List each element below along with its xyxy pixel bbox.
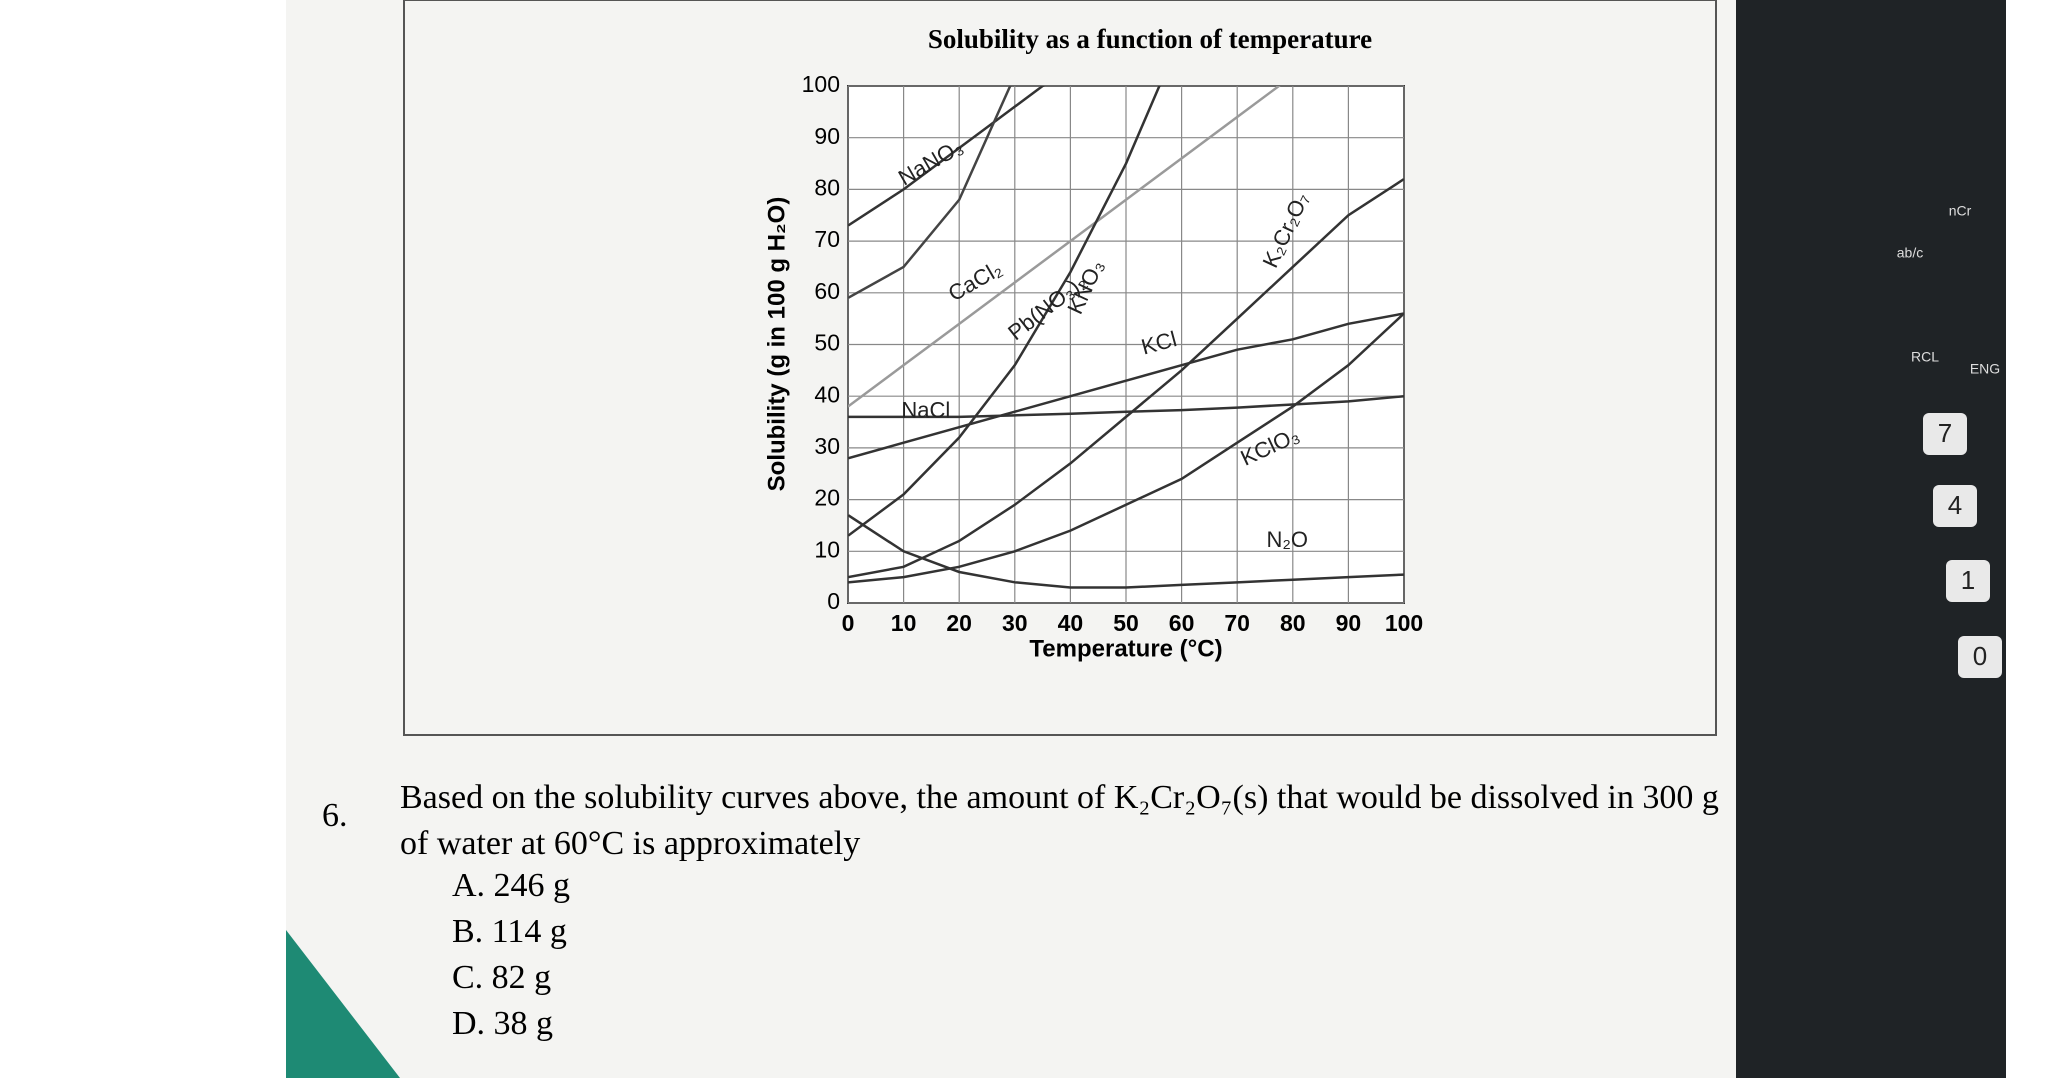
curve-label: N₂O xyxy=(1266,527,1308,552)
x-tick-label: 70 xyxy=(1224,610,1250,636)
solubility-curve xyxy=(848,86,1161,537)
x-axis-title: Temperature (°C) xyxy=(1029,635,1222,662)
solubility-curve xyxy=(848,514,1404,589)
y-tick-label: 80 xyxy=(814,174,840,200)
answer-option: D. 38 g xyxy=(452,1005,553,1042)
question-text: Based on the solubility curves above, th… xyxy=(400,779,1719,816)
x-tick-label: 90 xyxy=(1336,610,1362,636)
solubility-curve xyxy=(848,394,1404,419)
chart-title: Solubility as a function of temperature xyxy=(928,24,1372,54)
x-tick-label: 80 xyxy=(1280,610,1306,636)
y-tick-label: 0 xyxy=(827,588,840,614)
x-tick-label: 40 xyxy=(1058,610,1084,636)
y-tick-label: 100 xyxy=(802,71,840,97)
y-tick-label: 90 xyxy=(814,123,840,149)
question-number: 6. xyxy=(322,797,348,834)
calculator-key-label: 7 xyxy=(1938,418,1952,448)
curve-label: NaCl xyxy=(901,398,950,423)
green-object xyxy=(286,930,400,1078)
x-tick-label: 100 xyxy=(1385,610,1423,636)
y-tick-label: 40 xyxy=(814,381,840,407)
calculator-key xyxy=(1923,413,1967,455)
solubility-curve xyxy=(848,86,1012,300)
calculator-key xyxy=(1958,636,2002,678)
calculator-key-label: ENG xyxy=(1970,361,2000,377)
calculator-key-label: 0 xyxy=(1973,641,1987,671)
x-tick-label: 0 xyxy=(842,610,855,636)
x-tick-label: 30 xyxy=(1002,610,1028,636)
figure-frame xyxy=(403,0,1717,736)
calculator-key xyxy=(1933,485,1977,527)
solubility-curve xyxy=(848,86,1281,408)
solubility-curve xyxy=(848,178,1404,579)
solubility-curve xyxy=(848,312,1404,584)
y-tick-label: 10 xyxy=(814,536,840,562)
x-tick-label: 10 xyxy=(891,610,917,636)
answer-option: A. 246 g xyxy=(452,867,570,904)
y-tick-label: 50 xyxy=(814,330,840,356)
calculator xyxy=(1736,0,2006,1078)
curves xyxy=(848,86,1404,589)
calculator-key-label: RCL xyxy=(1911,349,1939,365)
x-tick-label: 60 xyxy=(1169,610,1195,636)
y-tick-label: 20 xyxy=(814,485,840,511)
calculator-key xyxy=(1946,560,1990,602)
question-text: of water at 60°C is approximately xyxy=(400,825,860,862)
y-axis-title: Solubility (g in 100 g H₂O) xyxy=(763,197,790,492)
x-tick-label: 20 xyxy=(946,610,972,636)
answer-option: B. 114 g xyxy=(452,913,567,950)
y-tick-label: 60 xyxy=(814,278,840,304)
calculator-key-label: 1 xyxy=(1961,565,1975,595)
answer-option: C. 82 g xyxy=(452,959,551,996)
y-tick-label: 70 xyxy=(814,226,840,252)
calculator-key-label: nCr xyxy=(1949,203,1972,219)
x-tick-label: 50 xyxy=(1113,610,1139,636)
solubility-curve xyxy=(848,312,1404,460)
calculator-key-label: 4 xyxy=(1948,490,1962,520)
calculator-key-label: ab/c xyxy=(1897,245,1923,261)
y-tick-label: 30 xyxy=(814,433,840,459)
solubility-curve xyxy=(848,86,1045,227)
